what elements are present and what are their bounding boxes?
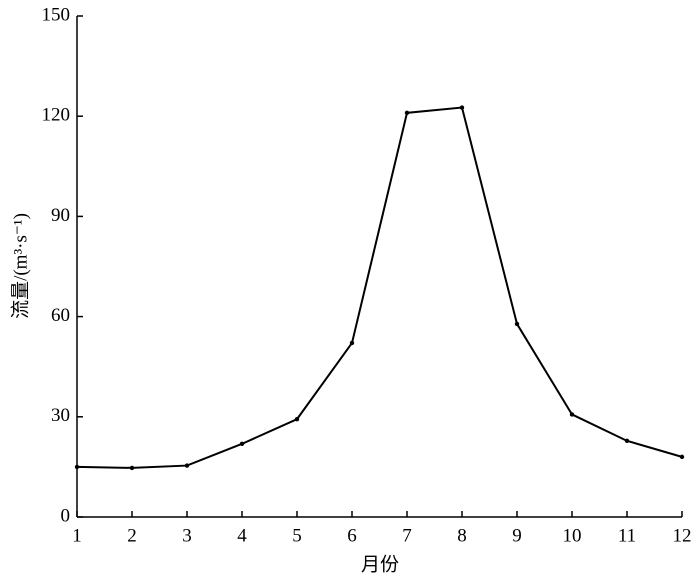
point — [679, 454, 685, 460]
x-tick-label: 9 — [512, 525, 522, 546]
x-tick-label: 6 — [347, 525, 357, 546]
point — [624, 438, 630, 444]
x-tick-label: 2 — [127, 525, 137, 546]
point — [74, 464, 80, 470]
point — [569, 412, 575, 417]
y-tick-label: 0 — [61, 505, 71, 526]
point — [349, 340, 355, 346]
x-tick-label: 11 — [618, 525, 636, 546]
point — [184, 463, 190, 468]
line — [76, 106, 683, 469]
x-tick-label: 5 — [292, 525, 302, 546]
point — [459, 105, 465, 110]
x-tick-label: 10 — [563, 525, 582, 546]
point — [404, 110, 410, 116]
point — [514, 321, 520, 327]
y-tick-label: 120 — [42, 105, 71, 126]
y-tick-label: 150 — [42, 4, 71, 25]
x-tick-label: 1 — [72, 525, 82, 546]
y-tick-label: 60 — [51, 305, 70, 326]
point — [239, 441, 245, 447]
x-tick-label: 4 — [237, 525, 247, 546]
point — [294, 416, 300, 422]
x-tick-label: 3 — [182, 525, 192, 546]
x-tick-label: 8 — [457, 525, 467, 546]
x-axis-label: 月份 — [361, 553, 399, 575]
x-tick-label: 7 — [402, 525, 412, 546]
y-tick-label: 90 — [51, 205, 70, 226]
point — [129, 465, 135, 471]
y-tick-label: 30 — [51, 405, 70, 426]
x-tick-label: 12 — [673, 525, 692, 546]
y-axis-label: 流量/(m³·s⁻¹) — [9, 213, 31, 319]
